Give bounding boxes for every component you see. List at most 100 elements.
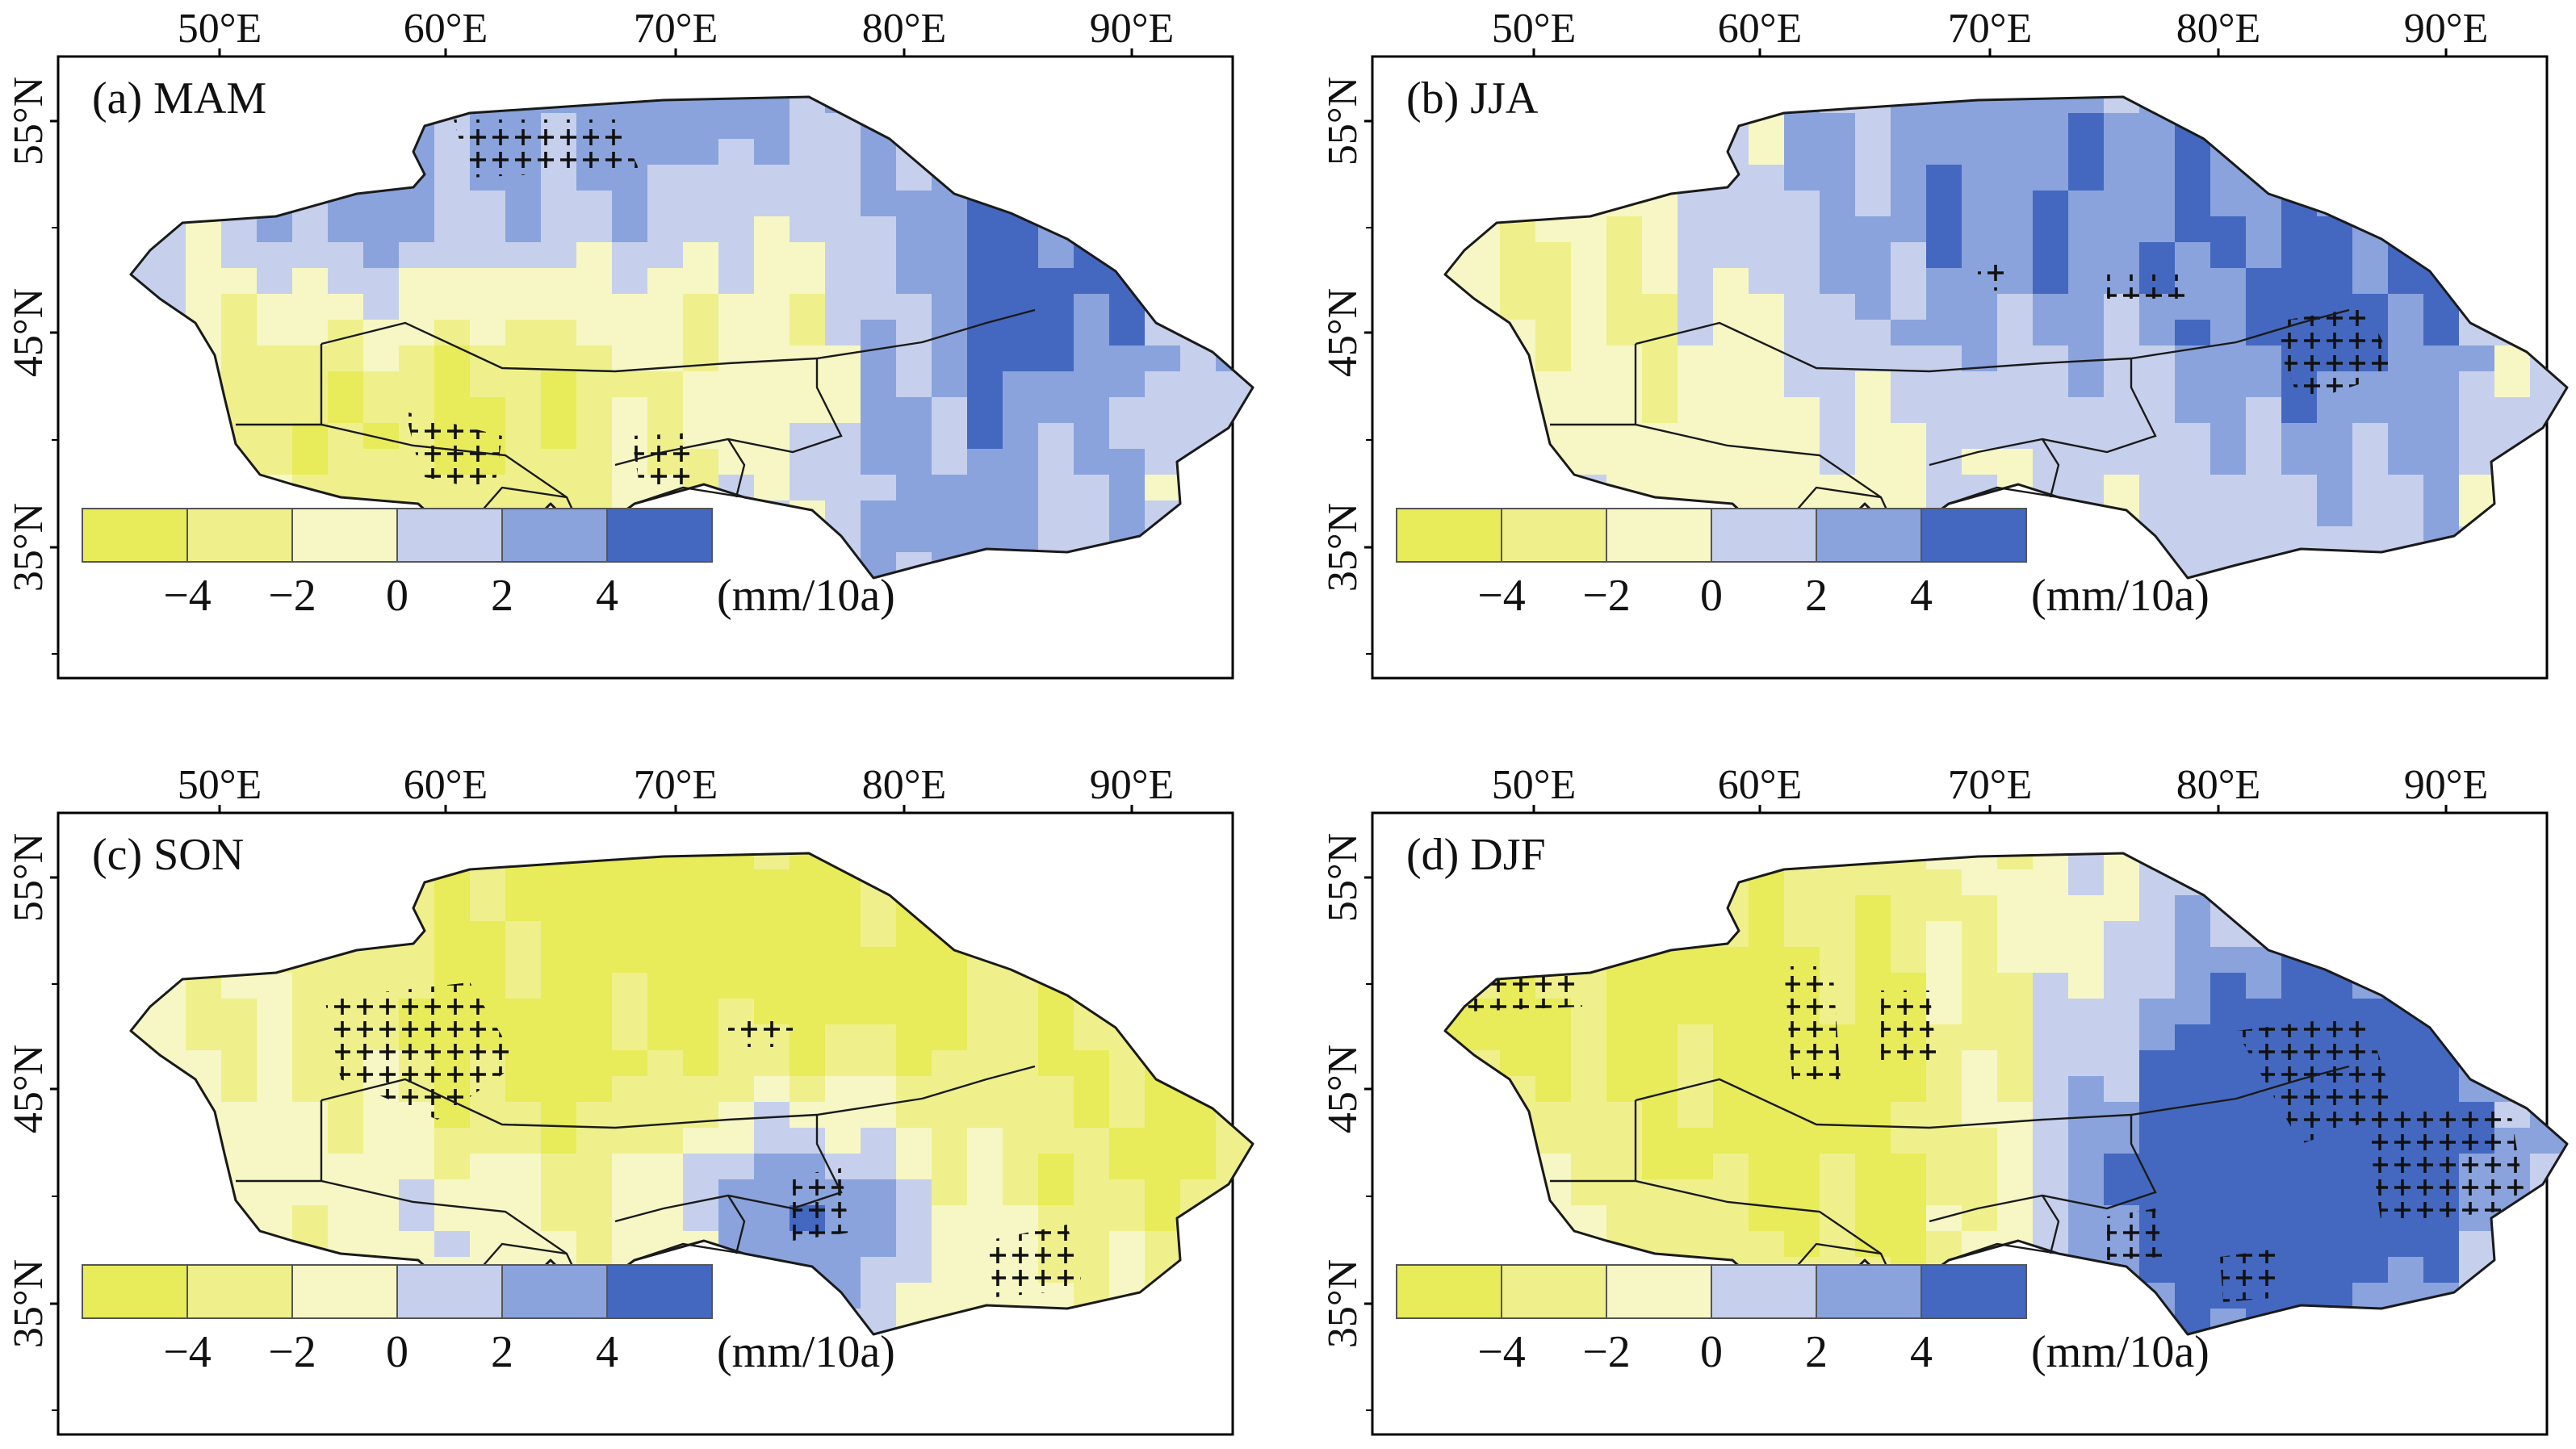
legend-swatch (1921, 1265, 2026, 1318)
trend-cell (576, 371, 614, 399)
trend-cell (790, 320, 827, 347)
trend-cell (1997, 853, 2034, 871)
trend-cell (434, 1179, 471, 1207)
trend-cell (1500, 895, 1537, 923)
trend-cell (2423, 578, 2460, 605)
trend-cell (2175, 1128, 2212, 1155)
trend-cell (2068, 921, 2105, 949)
trend-cell (718, 165, 756, 192)
trend-cell (861, 1283, 898, 1310)
trend-cell (1891, 475, 1928, 502)
trend-cell (683, 216, 720, 244)
trend-cell (754, 853, 791, 871)
trend-cell (1606, 1128, 1644, 1155)
trend-cell (541, 345, 578, 373)
trend-cell (434, 578, 471, 605)
trend-cell (1464, 294, 1502, 321)
trend-cell (2210, 345, 2247, 373)
trend-cell (754, 97, 791, 115)
trend-cell (1251, 242, 1253, 270)
trend-cell (2175, 139, 2212, 166)
trend-cell (2388, 475, 2425, 502)
trend-cell (2317, 423, 2354, 450)
trend-cell (1074, 268, 1111, 295)
trend-cell (1003, 500, 1040, 528)
trend-cell (1678, 165, 1715, 192)
trend-cell (470, 242, 507, 270)
trend-cell (967, 475, 1004, 502)
country-border (2042, 1196, 2059, 1254)
trend-cell (790, 1024, 827, 1052)
trend-cell (1109, 294, 1146, 321)
trend-cell (612, 216, 649, 244)
trend-cell (2068, 320, 2105, 347)
trend-cell (932, 345, 969, 373)
trend-cell (1820, 320, 1857, 347)
trend-cell (363, 97, 400, 115)
trend-cell (647, 242, 685, 270)
trend-cell (1642, 320, 1679, 347)
trend-cell (683, 999, 720, 1026)
trend-cell (131, 216, 152, 244)
trend-cell (2459, 397, 2496, 425)
trend-cell (131, 947, 152, 974)
trend-cell (1926, 475, 1963, 502)
trend-cell (2566, 191, 2567, 218)
trend-cell (2281, 853, 2318, 871)
trend-cell (825, 165, 862, 192)
trend-cell (2104, 500, 2141, 528)
trend-cell (2068, 1154, 2105, 1181)
trend-cell (1642, 294, 1679, 321)
trend-cell (2494, 475, 2532, 502)
trend-cell (2068, 1050, 2105, 1078)
trend-cell (1678, 869, 1715, 897)
trend-cell (292, 216, 329, 244)
trend-cell (1003, 973, 1040, 1000)
trend-cell (186, 423, 223, 450)
trend-cell (1535, 449, 1573, 476)
trend-cell (896, 1076, 933, 1104)
trend-cell (1678, 191, 1715, 218)
trend-cell (2246, 552, 2283, 578)
trend-cell (932, 475, 969, 502)
trend-cell (861, 1024, 898, 1052)
trend-cell (1109, 853, 1146, 871)
trend-cell (1962, 895, 1999, 923)
trend-cell (2033, 947, 2070, 974)
trend-cell (2033, 999, 2070, 1026)
trend-cell (2566, 449, 2567, 476)
trend-cell (967, 552, 1004, 578)
trend-cell (1535, 113, 1573, 140)
trend-cell (292, 895, 329, 923)
trend-cell (1445, 895, 1466, 923)
trend-cell (2033, 294, 2070, 321)
trend-cell (825, 268, 862, 295)
trend-cell (2566, 216, 2567, 244)
trend-cell (2175, 216, 2212, 244)
trend-cell (328, 578, 364, 605)
trend-cell (1180, 1334, 1217, 1361)
trend-cell (2246, 1154, 2283, 1181)
trend-cell (2388, 578, 2424, 605)
trend-cell (861, 1076, 898, 1104)
trend-cell (2459, 449, 2496, 476)
trend-cell (2423, 371, 2461, 399)
trend-cell (1216, 320, 1253, 347)
trend-cell (470, 1154, 507, 1181)
trend-cell (150, 320, 187, 347)
trend-cell (932, 1205, 969, 1233)
trend-cell (2104, 216, 2141, 244)
trend-cell (292, 423, 329, 450)
trend-cell (1145, 947, 1182, 974)
trend-cell (1429, 1334, 1465, 1361)
trend-cell (1216, 1334, 1252, 1361)
trend-cell (1926, 921, 1963, 949)
trend-cell (896, 895, 933, 923)
legend-swatch (187, 509, 292, 562)
trend-cell (1855, 869, 1892, 897)
country-border (1636, 1066, 2349, 1128)
trend-cell (1606, 1154, 1644, 1181)
trend-cell (2459, 1231, 2496, 1258)
trend-cell (2281, 1154, 2318, 1181)
